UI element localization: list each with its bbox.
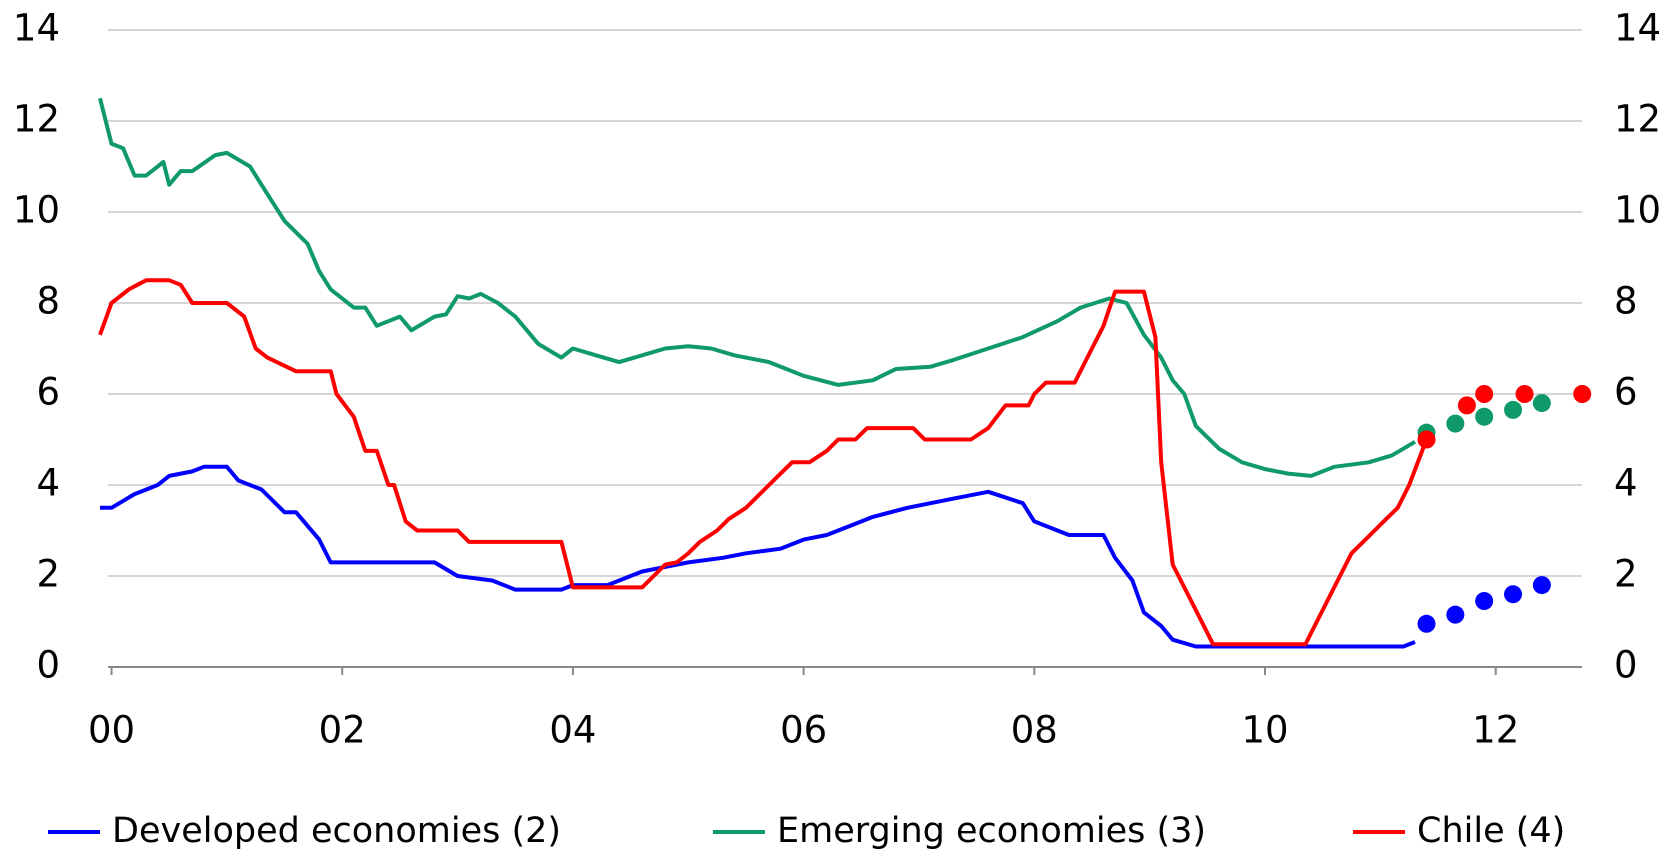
legend-label: Developed economies (2) (112, 811, 561, 851)
forecast-point (1532, 576, 1551, 595)
y2-tick-label: 4 (1614, 462, 1638, 505)
series-line (100, 464, 1416, 649)
forecast-point (1417, 430, 1436, 449)
y2-tick-label: 2 (1614, 553, 1638, 596)
y-tick-label: 0 (36, 644, 60, 687)
forecast-point (1457, 396, 1476, 415)
series-line (98, 97, 1417, 478)
x-tick-label: 00 (88, 709, 135, 752)
y-tick-label: 2 (36, 553, 60, 596)
y2-tick-label: 10 (1614, 189, 1661, 232)
legend-label: Chile (4) (1417, 811, 1565, 851)
y-tick-label: 4 (36, 462, 60, 505)
y-tick-label: 10 (13, 189, 60, 232)
x-tick-label: 06 (780, 709, 827, 752)
y-tick-label: 6 (36, 371, 60, 414)
forecast-point (1515, 385, 1534, 403)
legend-label: Emerging economies (3) (777, 811, 1206, 851)
forecast-point (1417, 614, 1436, 633)
y-tick-label: 12 (13, 98, 60, 141)
forecast-point (1475, 592, 1494, 611)
forecast-point (1504, 585, 1523, 604)
forecast-point (1532, 394, 1551, 413)
y2-tick-label: 6 (1614, 371, 1638, 414)
x-tick-label: 10 (1241, 709, 1288, 752)
y-tick-label: 14 (13, 7, 60, 50)
y2-tick-label: 12 (1614, 98, 1661, 141)
series-line (98, 278, 1429, 647)
forecast-point (1475, 407, 1494, 426)
forecast-point (1446, 605, 1465, 624)
x-tick-label: 12 (1472, 709, 1519, 752)
y2-tick-label: 8 (1614, 280, 1638, 323)
y2-tick-label: 14 (1614, 7, 1661, 50)
forecast-point (1504, 400, 1523, 419)
x-tick-label: 04 (549, 709, 596, 752)
x-tick-label: 02 (319, 709, 366, 752)
forecast-point (1475, 385, 1494, 403)
forecast-point (1573, 385, 1592, 403)
forecast-point (1446, 414, 1465, 433)
y2-tick-label: 0 (1614, 644, 1638, 687)
x-tick-label: 08 (1011, 709, 1058, 752)
y-tick-label: 8 (36, 280, 60, 323)
